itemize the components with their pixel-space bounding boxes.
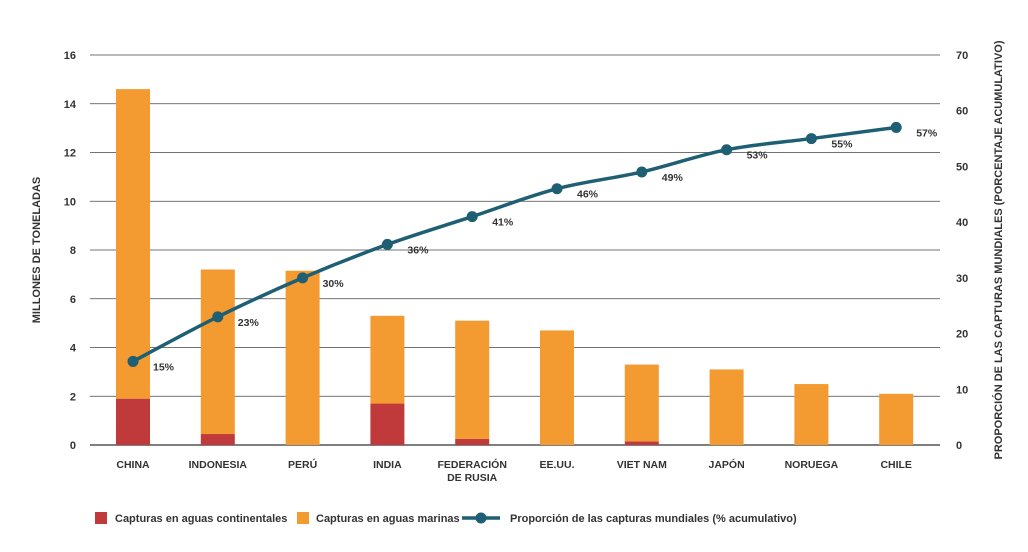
- x-tick-label: INDONESIA: [189, 459, 248, 471]
- bar-segment: [540, 330, 574, 445]
- line-point: [127, 355, 139, 367]
- data-label: 55%: [831, 139, 853, 151]
- y2-tick-label: 20: [956, 329, 968, 341]
- line-point: [551, 183, 563, 195]
- legend-label-cumulative: Proporción de las capturas mundiales (% …: [510, 513, 797, 525]
- bar-segment: [455, 320, 490, 439]
- y-tick-label: 12: [64, 148, 76, 160]
- x-tick-label: INDIA: [373, 459, 402, 471]
- y2-tick-label: 10: [956, 384, 968, 396]
- bar-segment: [624, 441, 659, 445]
- y-tick-label: 10: [64, 196, 76, 208]
- y2-tick-label: 0: [956, 440, 962, 452]
- bar-segment: [709, 369, 744, 445]
- bar-segment: [200, 434, 235, 445]
- axes: 0 2 4 6 8 10 12 14 16 0 10 20 30 40 50 60 70 MILLONES DE …: [31, 40, 1005, 484]
- bar-segment: [200, 269, 235, 435]
- legend-label-marine: Capturas en aguas marinas: [316, 513, 460, 525]
- line-point: [297, 272, 309, 284]
- y2-tick-label: 50: [956, 161, 968, 173]
- bar-segment: [370, 403, 405, 445]
- bar-segment: [455, 438, 490, 445]
- line-point: [466, 211, 478, 223]
- y-tick-label: 6: [70, 294, 76, 306]
- y-tick-label: 4: [70, 343, 77, 355]
- x-tick-label: EE.UU.: [539, 459, 574, 471]
- data-label: 23%: [238, 317, 260, 329]
- legend-label-continental: Capturas en aguas continentales: [115, 513, 287, 525]
- data-label: 49%: [662, 172, 684, 184]
- y2-tick-label: 30: [956, 273, 968, 285]
- bar-segment: [116, 398, 150, 445]
- y-tick-label: 0: [70, 440, 76, 452]
- x-tick-label: CHILE: [880, 459, 912, 471]
- cumulative-line: [127, 121, 902, 367]
- y-tick-label: 16: [64, 50, 76, 62]
- legend: Capturas en aguas continentales Capturas …: [95, 512, 797, 525]
- bar-segment: [879, 393, 914, 445]
- bar-segment: [794, 384, 829, 445]
- y-tick-label: 14: [64, 99, 77, 111]
- x-tick-label: FEDERACIÓN: [437, 458, 506, 471]
- bar-segment: [116, 89, 150, 399]
- data-label: 53%: [747, 150, 769, 162]
- line-series-path: [132, 125, 897, 363]
- data-labels: 15% 23% 30% 36% 41% 46% 49% 53% 55% 57%: [153, 127, 938, 373]
- x-tick-label: NORUEGA: [785, 459, 839, 471]
- x-tick-label: PERÚ: [288, 458, 317, 471]
- legend-marker-cumulative: [475, 512, 487, 524]
- x-tick-label: DE RUSIA: [447, 472, 498, 484]
- y2-tick-label: 60: [956, 106, 968, 118]
- bars: [116, 89, 914, 445]
- y2-axis-title: PROPORCIÓN DE LAS CAPTURAS MUNDIALES (PO…: [992, 40, 1005, 459]
- line-point: [890, 121, 902, 133]
- x-tick-label: VIET NAM: [617, 459, 667, 471]
- line-point: [636, 166, 648, 178]
- legend-swatch-continental: [95, 512, 107, 524]
- x-tick-label: CHINA: [116, 459, 150, 471]
- bar-segment: [370, 315, 405, 404]
- bar-segment: [285, 270, 320, 445]
- legend-swatch-marine: [297, 512, 309, 524]
- line-point: [805, 133, 817, 145]
- line-point: [721, 144, 733, 156]
- data-label: 57%: [916, 127, 938, 139]
- line-point: [381, 238, 393, 250]
- data-label: 46%: [577, 189, 599, 201]
- y2-tick-label: 40: [956, 217, 968, 229]
- bar-segment: [624, 364, 659, 442]
- data-label: 30%: [323, 278, 345, 290]
- line-point: [212, 311, 224, 323]
- y-axis-title: MILLONES DE TONELADAS: [31, 177, 43, 323]
- y2-tick-label: 70: [956, 50, 968, 62]
- y-tick-label: 8: [70, 245, 76, 257]
- y-tick-label: 2: [70, 391, 76, 403]
- x-tick-label: JAPÓN: [709, 458, 745, 471]
- data-label: 36%: [407, 244, 429, 256]
- data-label: 15%: [153, 361, 175, 373]
- data-label: 41%: [492, 217, 514, 229]
